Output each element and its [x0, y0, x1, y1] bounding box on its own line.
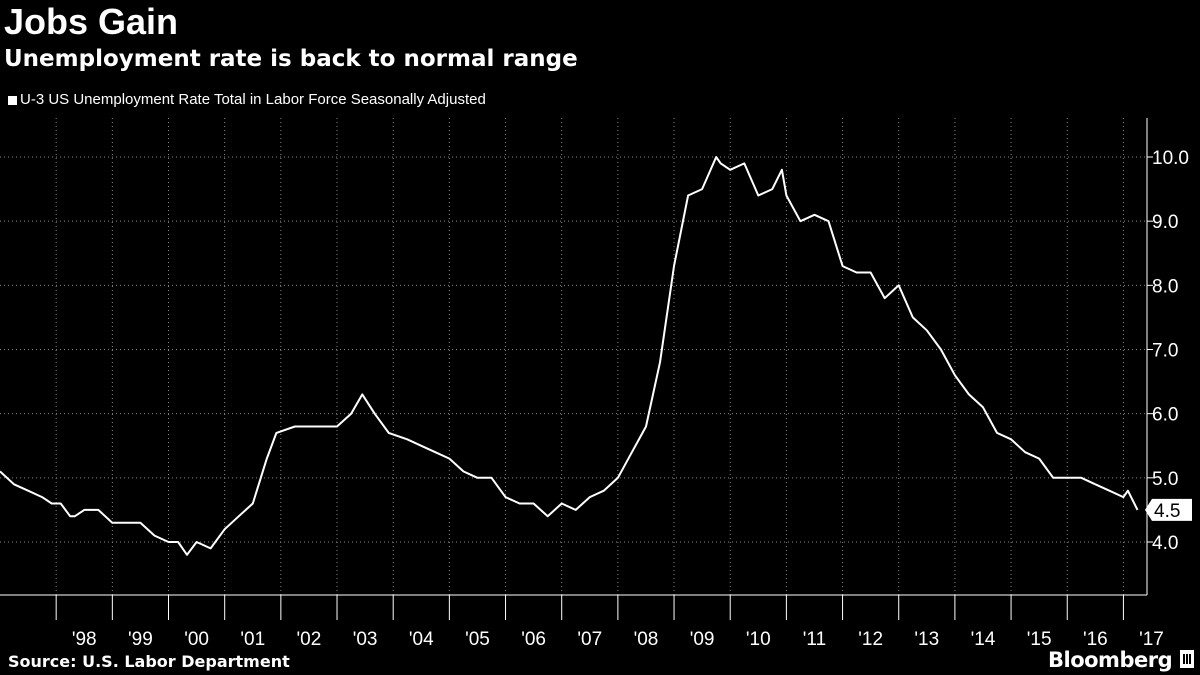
x-tick-label: '01 [240, 629, 265, 650]
chart-subtitle: Unemployment rate is back to normal rang… [4, 46, 578, 72]
x-tick-label: '10 [746, 629, 771, 650]
y-tick-label: 8.0 [1152, 276, 1178, 297]
x-tick-label: '05 [465, 629, 490, 650]
legend-swatch [8, 95, 17, 105]
x-tick-label: '00 [184, 629, 209, 650]
y-tick-label: 10.0 [1152, 148, 1189, 169]
x-tick-label: '13 [914, 629, 939, 650]
y-tick-label: 7.0 [1152, 341, 1178, 362]
x-tick-label: '02 [297, 629, 322, 650]
y-tick-label: 4.0 [1152, 533, 1178, 554]
y-tick-label: 6.0 [1152, 405, 1178, 426]
x-tick-label: '12 [858, 629, 883, 650]
x-tick-label: '17 [1139, 629, 1164, 650]
series-line [0, 156, 1139, 556]
y-tick-label: 9.0 [1152, 212, 1178, 233]
y-tick-label: 5.0 [1152, 469, 1178, 490]
last-value-label: 4.5 [1154, 501, 1180, 522]
x-tick-label: '16 [1083, 629, 1108, 650]
x-tick-label: '98 [72, 629, 97, 650]
chart-title: Jobs Gain [4, 1, 179, 42]
legend-label: U-3 US Unemployment Rate Total in Labor … [20, 91, 486, 108]
x-tick-label: '03 [353, 629, 378, 650]
x-tick-label: '06 [521, 629, 546, 650]
source-note: Source: U.S. Labor Department [8, 652, 290, 671]
x-tick-label: '15 [1027, 629, 1052, 650]
brand-logo: Bloomberg [1048, 648, 1173, 672]
x-tick-label: '11 [803, 629, 826, 650]
x-tick-label: '99 [128, 629, 153, 650]
x-tick-label: '09 [690, 629, 715, 650]
last-value-callout [1145, 498, 1192, 521]
x-tick-label: '08 [634, 629, 659, 650]
x-tick-label: '14 [971, 629, 996, 650]
x-tick-label: '04 [409, 629, 434, 650]
legend: U-3 US Unemployment Rate Total in Labor … [8, 90, 486, 110]
bloomberg-icon [1180, 650, 1194, 668]
x-tick-label: '07 [577, 629, 602, 650]
